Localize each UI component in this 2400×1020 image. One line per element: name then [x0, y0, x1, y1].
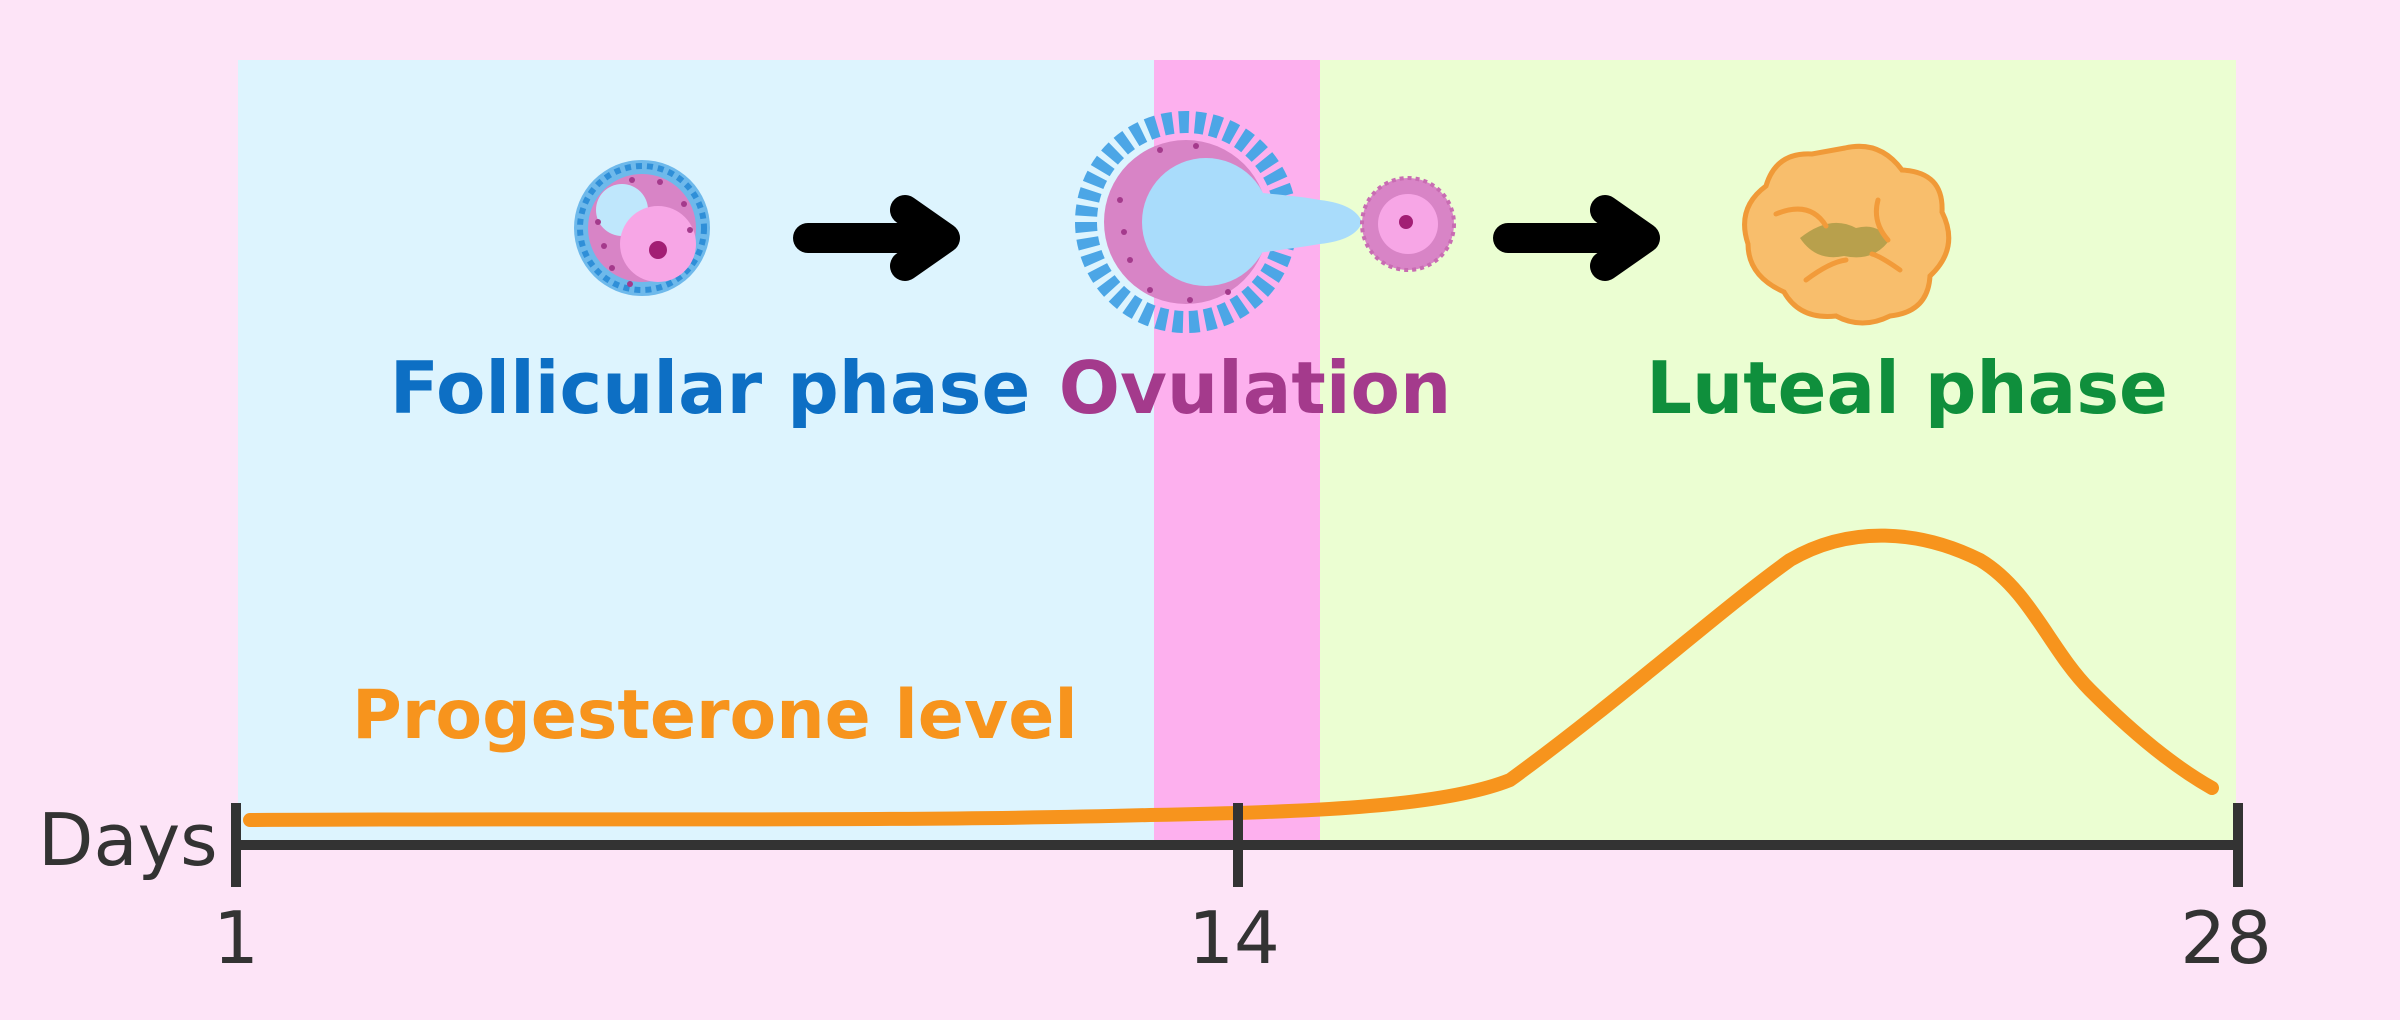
egg-cell-icon — [1360, 176, 1456, 272]
luteal-phase-label: Luteal phase — [1646, 346, 2168, 430]
ovulation-label: Ovulation — [1059, 346, 1451, 430]
tick-label-28: 28 — [2180, 896, 2272, 980]
axis-title: Days — [38, 798, 218, 882]
progesterone-level-label: Progesterone level — [352, 676, 1078, 755]
days-axis — [231, 803, 2243, 887]
arrow-right-icon — [1493, 195, 1660, 281]
ruptured-follicle-icon — [1075, 111, 1362, 333]
progesterone-curve — [243, 528, 2219, 827]
follicle-icon — [574, 160, 710, 296]
tick-label-1: 1 — [213, 896, 259, 980]
tick-label-14: 14 — [1188, 896, 1280, 980]
follicular-phase-label: Follicular phase — [390, 346, 1031, 430]
arrow-right-icon — [793, 195, 960, 281]
corpus-luteum-icon — [1742, 143, 1952, 326]
